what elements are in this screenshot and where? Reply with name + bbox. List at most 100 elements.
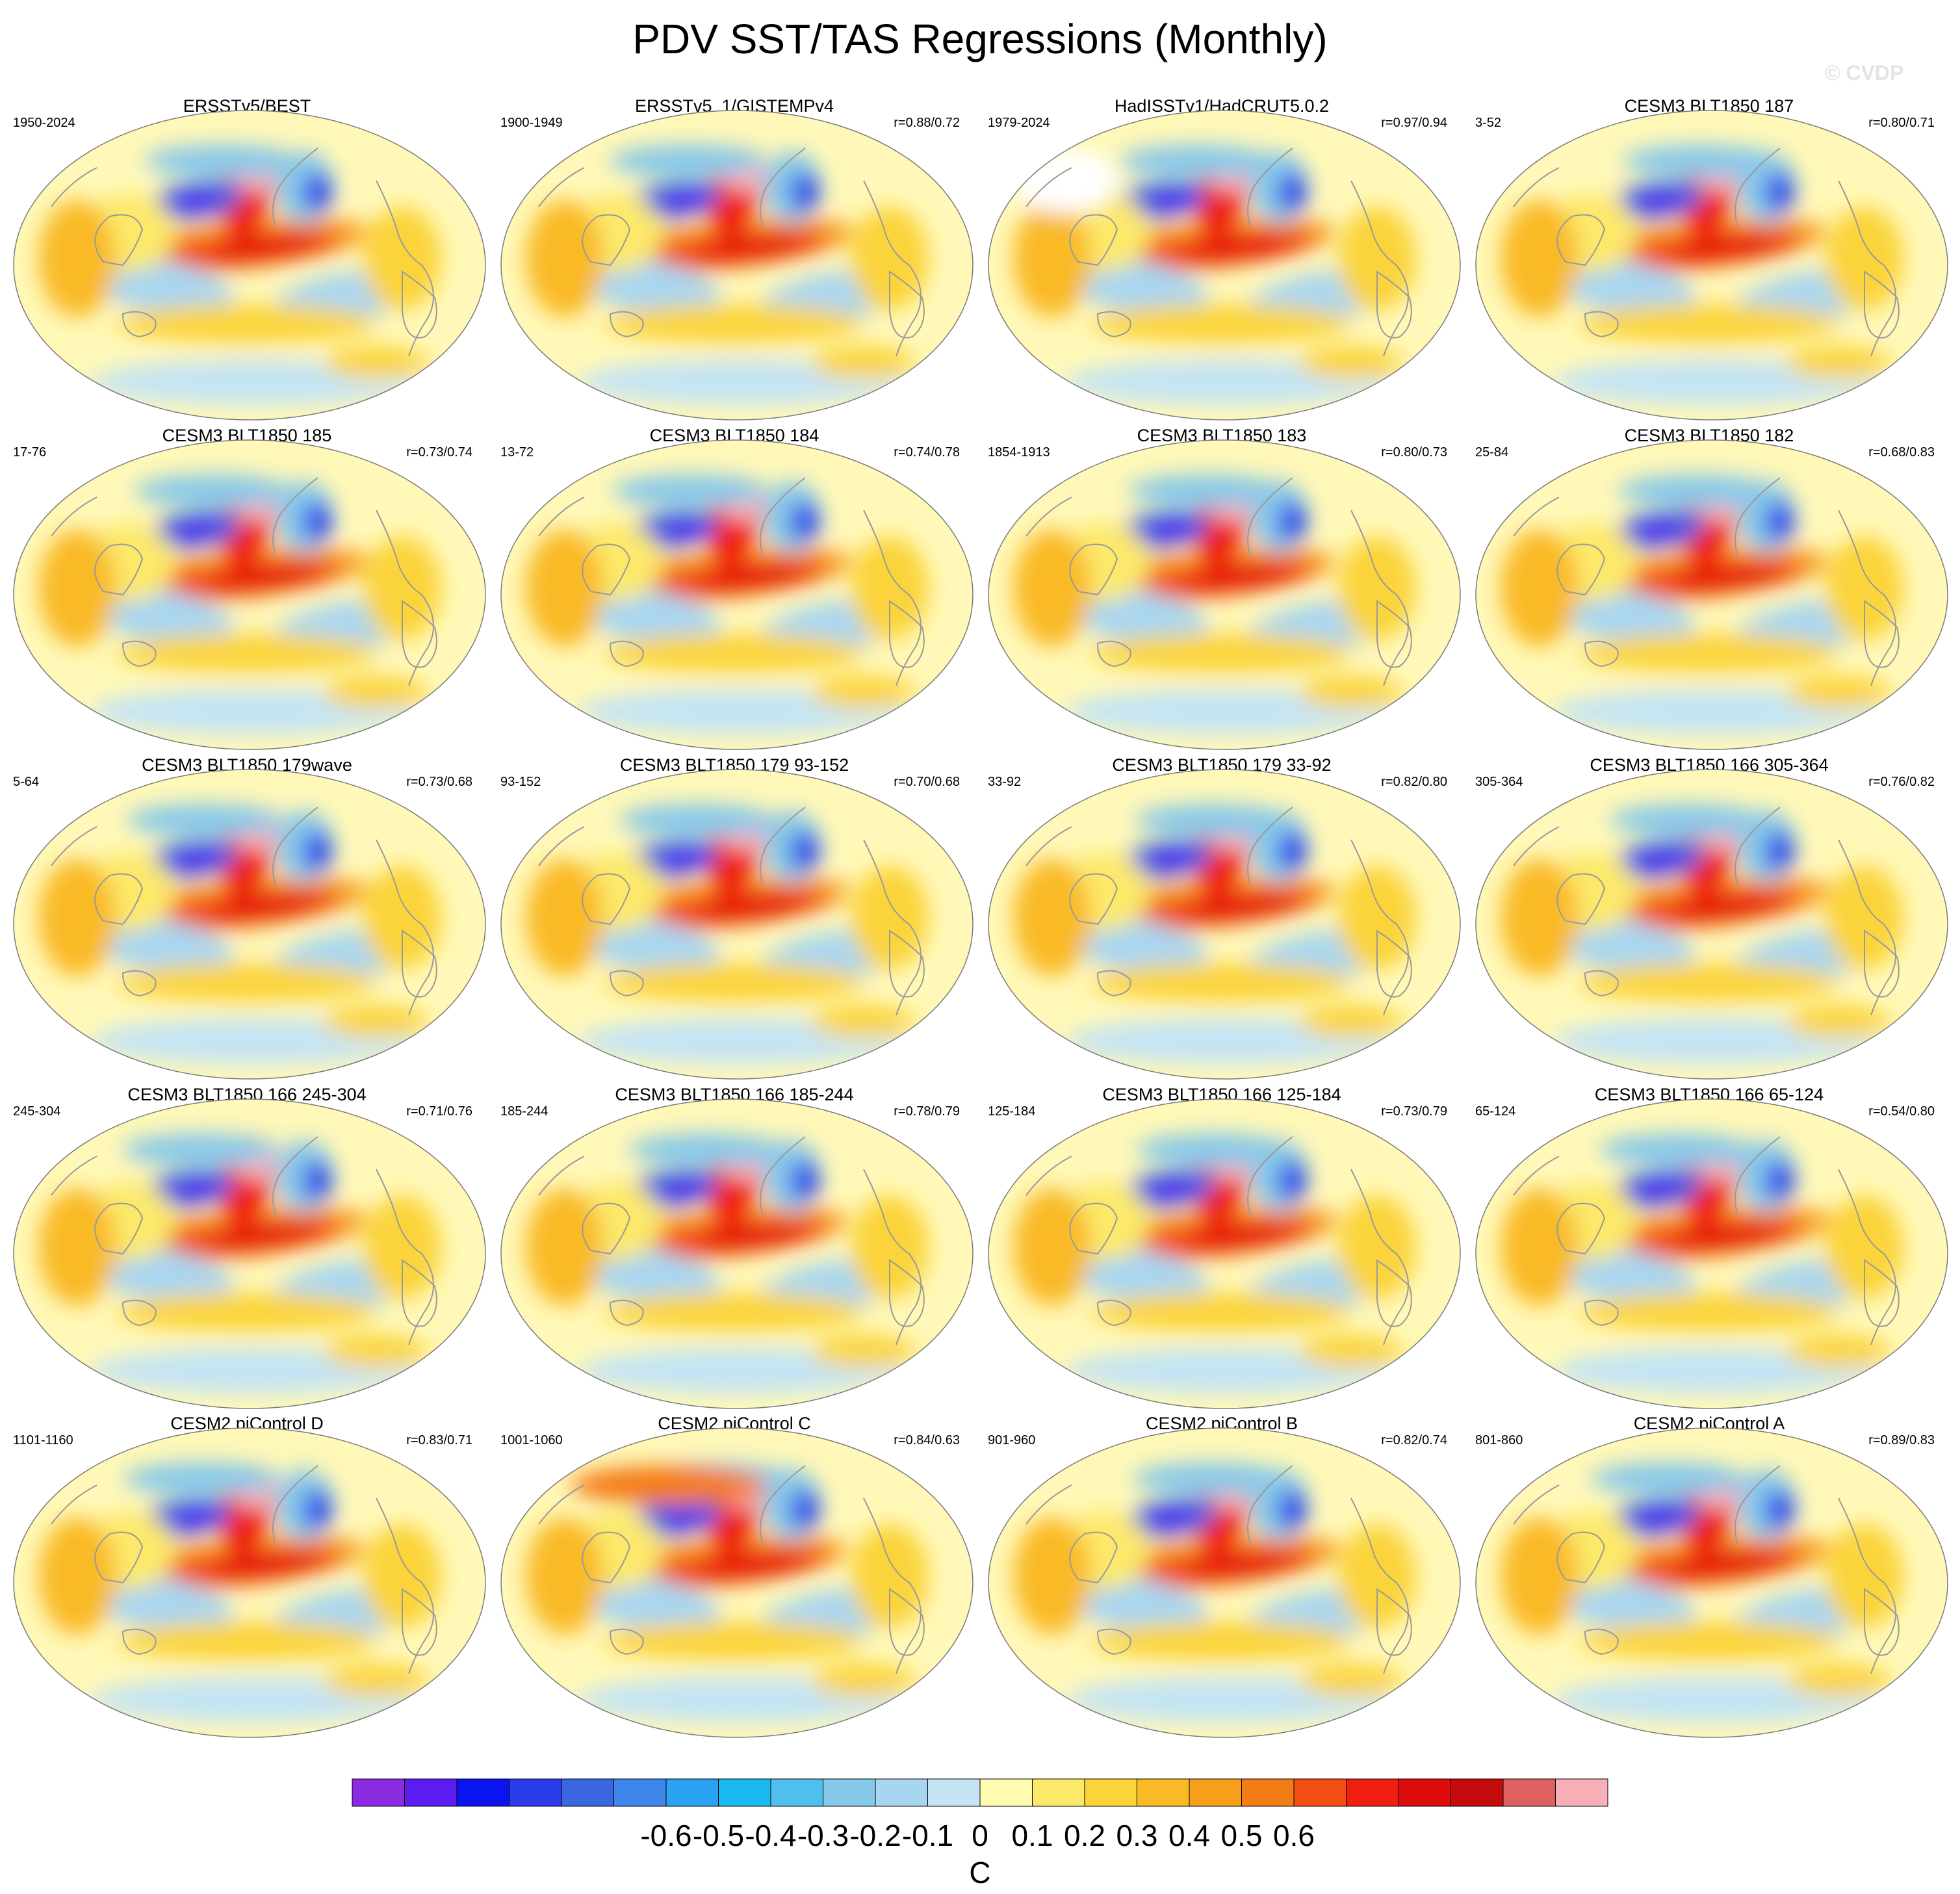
panel-pattern-correlation: r=0.97/0.94	[1381, 116, 1447, 130]
colorbar-swatch	[1346, 1778, 1399, 1807]
colorbar-swatch	[979, 1778, 1033, 1807]
colorbar-swatch	[1189, 1778, 1242, 1807]
colorbar-swatch	[613, 1778, 667, 1807]
regression-map	[1475, 1098, 1948, 1409]
panel-pattern-correlation: r=0.82/0.74	[1381, 1433, 1447, 1447]
panel-year-range: 1101-1160	[13, 1433, 73, 1447]
panel-year-range: 125-184	[988, 1104, 1036, 1119]
regression-map	[988, 1098, 1461, 1409]
panel-pattern-correlation: r=0.82/0.80	[1381, 775, 1447, 789]
panel-pattern-correlation: r=0.73/0.68	[406, 775, 472, 789]
colorbar-swatch	[1451, 1778, 1504, 1807]
panel-pattern-correlation: r=0.88/0.72	[894, 116, 960, 130]
map-panel: CESM3 BLT1850 185 17-76 r=0.73/0.74	[3, 424, 491, 753]
panel-year-range: 1001-1060	[500, 1433, 563, 1447]
colorbar-swatch	[404, 1778, 458, 1807]
map-panel: CESM3 BLT1850 179 93-152 93-152 r=0.70/0.6…	[491, 754, 978, 1082]
regression-map	[13, 769, 486, 1080]
colorbar-tick-label: 0.1	[1012, 1819, 1053, 1852]
panel-year-range: 1900-1949	[500, 116, 563, 130]
map-panel: CESM2 piControl A 801-860 r=0.89/0.83	[1465, 1412, 1953, 1741]
regression-map	[1475, 1427, 1948, 1738]
panel-year-range: 1950-2024	[13, 116, 75, 130]
colorbar-swatch	[1137, 1778, 1190, 1807]
panel-year-range: 1854-1913	[988, 445, 1050, 460]
colorbar-tick-label: 0.3	[1116, 1819, 1158, 1852]
regression-map	[988, 769, 1461, 1080]
panel-pattern-correlation: r=0.84/0.63	[894, 1433, 960, 1447]
panel-pattern-correlation: r=0.54/0.80	[1868, 1104, 1935, 1119]
map-panel: CESM3 BLT1850 179 33-92 33-92 r=0.82/0.80	[978, 754, 1465, 1082]
regression-map	[500, 1098, 974, 1409]
panel-pattern-correlation: r=0.80/0.73	[1381, 445, 1447, 460]
colorbar-swatch	[823, 1778, 876, 1807]
panel-pattern-correlation: r=0.83/0.71	[406, 1433, 472, 1447]
colorbar-swatch	[1555, 1778, 1608, 1807]
regression-map	[988, 110, 1461, 421]
regression-map	[13, 1427, 486, 1738]
colorbar-swatch	[1084, 1778, 1137, 1807]
map-panel: CESM3 BLT1850 166 125-184 125-184 r=0.73/0…	[978, 1083, 1465, 1412]
panel-year-range: 245-304	[13, 1104, 61, 1119]
colorbar-swatch	[1293, 1778, 1347, 1807]
map-panel: CESM3 BLT1850 187 3-52 r=0.80/0.71	[1465, 95, 1953, 423]
panel-year-range: 185-244	[500, 1104, 548, 1119]
colorbar-tick-label: 0.5	[1221, 1819, 1263, 1852]
colorbar-tick-label: 0.4	[1168, 1819, 1210, 1852]
colorbar-tick-label: 0	[972, 1819, 988, 1852]
panel-year-range: 25-84	[1475, 445, 1509, 460]
regression-map	[988, 439, 1461, 750]
map-panel: ERSSTv5/BEST 1950-2024	[3, 95, 491, 423]
colorbar-swatch	[352, 1778, 405, 1807]
panel-year-range: 1979-2024	[988, 116, 1050, 130]
regression-map	[500, 769, 974, 1080]
map-panel: CESM3 BLT1850 166 65-124 65-124 r=0.54/0.8…	[1465, 1083, 1953, 1412]
panel-year-range: 305-364	[1475, 775, 1523, 789]
panel-year-range: 93-152	[500, 775, 541, 789]
map-panel: CESM3 BLT1850 184 13-72 r=0.74/0.78	[491, 424, 978, 753]
map-panel: CESM3 BLT1850 166 245-304 245-304 r=0.71/0…	[3, 1083, 491, 1412]
map-panel: CESM3 BLT1850 166 305-364 305-364 r=0.76/0…	[1465, 754, 1953, 1082]
panel-pattern-correlation: r=0.76/0.82	[1868, 775, 1935, 789]
map-panel: CESM2 piControl B 901-960 r=0.82/0.74	[978, 1412, 1465, 1741]
map-panel: CESM2 piControl D 1101-1160 r=0.83/0.71	[3, 1412, 491, 1741]
panel-pattern-correlation: r=0.74/0.78	[894, 445, 960, 460]
panel-pattern-correlation: r=0.80/0.71	[1868, 116, 1935, 130]
colorbar-unit-label: C	[969, 1856, 990, 1888]
regression-map	[500, 439, 974, 750]
regression-map	[13, 1098, 486, 1409]
regression-map	[500, 1427, 974, 1738]
cvdp-watermark: © CVDP	[1825, 61, 1904, 84]
map-panel: CESM3 BLT1850 182 25-84 r=0.68/0.83	[1465, 424, 1953, 753]
colorbar-swatch	[927, 1778, 981, 1807]
regression-map	[1475, 439, 1948, 750]
map-panel: HadISSTv1/HadCRUT5.0.2 1979-2024 r=0.97/0.…	[978, 95, 1465, 423]
regression-map	[1475, 110, 1948, 421]
panel-year-range: 65-124	[1475, 1104, 1516, 1119]
panel-year-range: 13-72	[500, 445, 534, 460]
colorbar-swatch	[1032, 1778, 1085, 1807]
colorbar-swatch	[561, 1778, 614, 1807]
figure-title: PDV SST/TAS Regressions (Monthly)	[632, 16, 1328, 62]
colorbar-tick-label: -0.5	[693, 1819, 744, 1852]
panel-pattern-correlation: r=0.71/0.76	[406, 1104, 472, 1119]
regression-map	[13, 439, 486, 750]
panel-year-range: 17-76	[13, 445, 47, 460]
colorbar-swatch	[718, 1778, 771, 1807]
panel-year-range: 3-52	[1475, 116, 1502, 130]
colorbar-tick-label: 0.2	[1064, 1819, 1105, 1852]
panel-pattern-correlation: r=0.73/0.74	[406, 445, 472, 460]
panel-year-range: 801-860	[1475, 1433, 1523, 1447]
panel-year-range: 901-960	[988, 1433, 1036, 1447]
map-panel: CESM3 BLT1850 179wave 5-64 r=0.73/0.68	[3, 754, 491, 1082]
panel-pattern-correlation: r=0.73/0.79	[1381, 1104, 1447, 1119]
colorbar-swatch	[875, 1778, 928, 1807]
colorbar-swatch	[1502, 1778, 1556, 1807]
colorbar-tick-label: -0.2	[849, 1819, 901, 1852]
colorbar-tick-label: 0.6	[1273, 1819, 1315, 1852]
colorbar-swatch	[770, 1778, 823, 1807]
colorbar: -0.6 -0.5 -0.4 -0.3 -0.2 -0.1 0 0.1 0.2 0.3 0.4 0.5…	[352, 1778, 1608, 1888]
colorbar-tick-label: -0.3	[797, 1819, 849, 1852]
colorbar-swatch	[509, 1778, 562, 1807]
